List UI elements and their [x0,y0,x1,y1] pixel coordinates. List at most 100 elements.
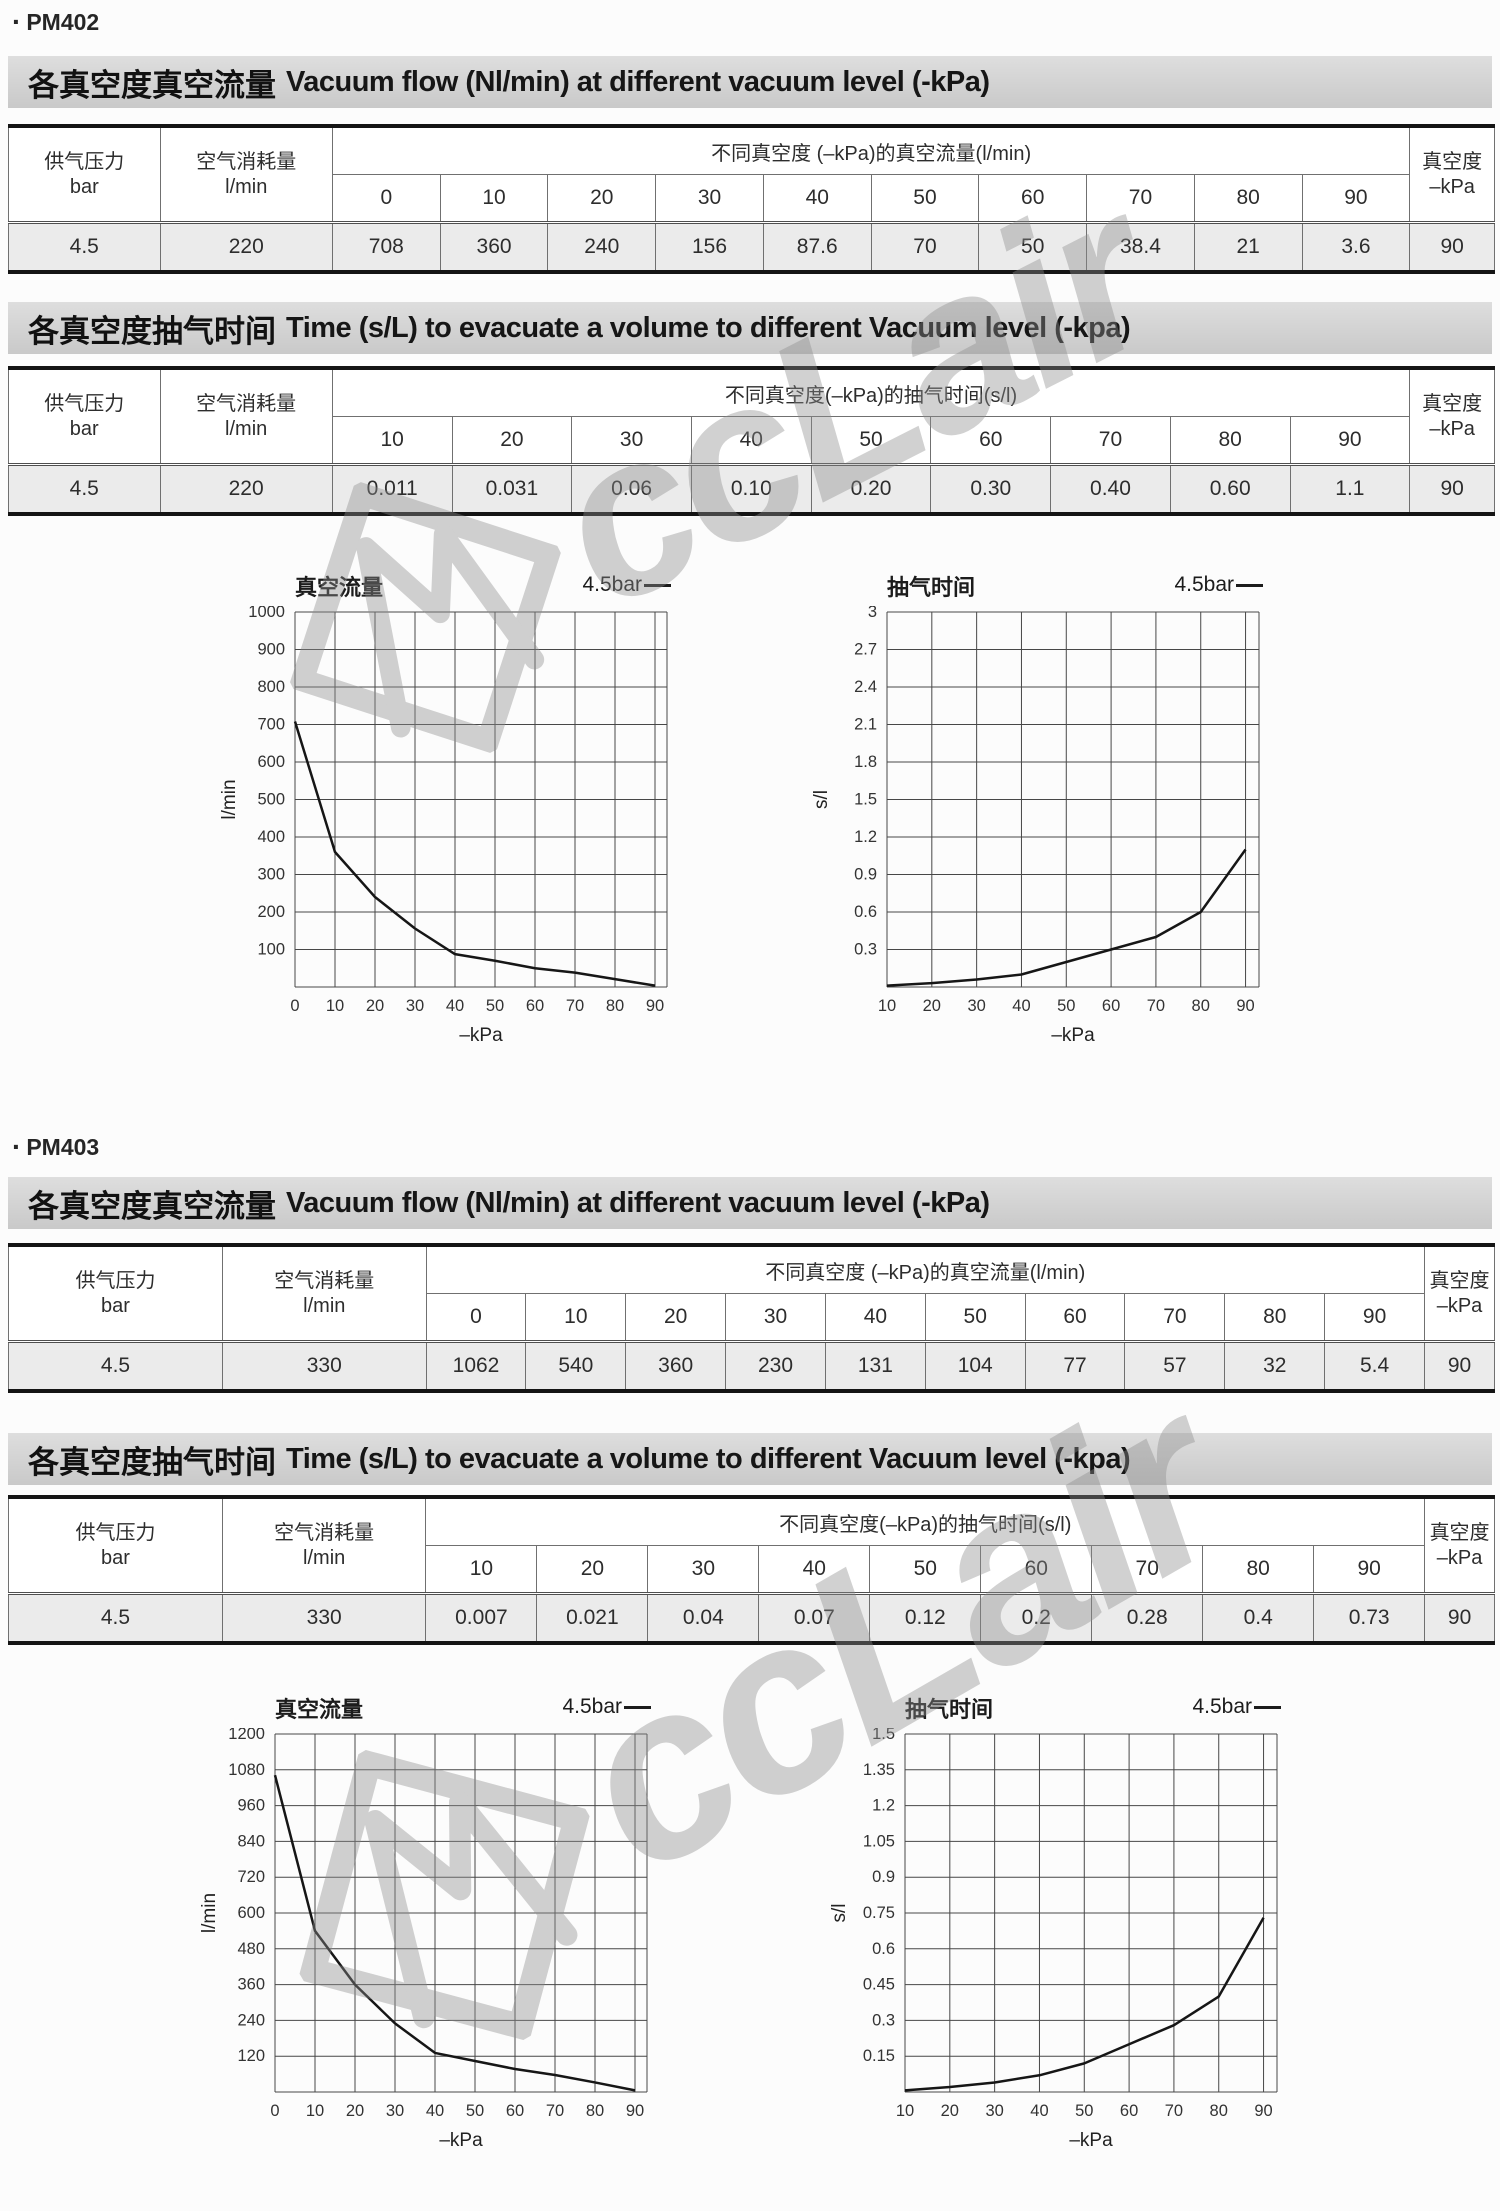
level-cell: 80 [1193,174,1303,223]
svg-text:720: 720 [237,1868,265,1886]
svg-text:0.45: 0.45 [863,1976,895,1994]
section-header-pm403-flow: 各真空度真空流量 Vacuum flow (Nl/min) at differe… [8,1177,1492,1229]
section-header-pm403-time: 各真空度抽气时间 Time (s/L) to evacuate a volume… [8,1433,1492,1485]
pressure-header: 供气压力 bar [8,367,161,465]
time-value: 0.011 [331,463,453,515]
level-cell: 10 [425,1545,538,1594]
chart-pm403-time: 抽气时间 4.5bar 10 20 30 40 50 60 70 80 90 0.15 0.3 0.4… [825,1692,1287,2157]
span-header: 不同真空度(–kPa)的抽气时间(s/l) [425,1496,1426,1546]
chart-canvas: 10 20 30 40 50 60 70 80 90 0.15 0.3 0.45 0.6 0.75 0.9 1… [829,1728,1278,2151]
svg-text:1.05: 1.05 [863,1832,895,1850]
flow-value: 104 [924,1340,1026,1392]
svg-text:–kPa: –kPa [459,1025,503,1046]
svg-text:20: 20 [941,2102,959,2120]
chart-title: 抽气时间 [887,575,976,600]
vacuum-header: 真空度 –kPa [1409,125,1495,223]
svg-text:2.1: 2.1 [854,716,877,734]
svg-text:s/l: s/l [811,790,832,809]
svg-text:70: 70 [566,997,584,1015]
svg-text:600: 600 [237,1904,265,1922]
svg-text:60: 60 [506,2102,524,2120]
flow-value: 156 [655,221,764,273]
vacuum-header: 真空度 –kPa [1424,1244,1495,1342]
level-cell: 50 [870,174,980,223]
svg-text:1.5: 1.5 [872,1728,895,1743]
level-cell: 80 [1169,416,1291,465]
vacuum-value: 90 [1409,221,1495,273]
svg-text:0.6: 0.6 [872,1940,895,1958]
consumption-label: 空气消耗量 [196,392,297,415]
pressure-unit: bar [69,175,99,198]
flow-value: 230 [725,1340,826,1392]
pressure-unit: bar [101,1546,130,1569]
time-value: 1.1 [1289,463,1411,515]
chart-legend: 4.5bar [1192,1695,1281,1719]
flow-value: 131 [824,1340,926,1392]
section-title-zh: 各真空度抽气时间 [28,1444,276,1480]
time-value: 0.4 [1202,1592,1315,1644]
level-cell: 40 [824,1293,926,1342]
flow-value: 360 [439,221,549,273]
time-value: 0.2 [980,1592,1093,1644]
time-value: 0.28 [1091,1592,1204,1644]
consumption-unit: l/min [225,175,268,198]
chart-title: 抽气时间 [905,1697,994,1722]
consumption-value: 220 [159,221,333,273]
svg-text:500: 500 [257,791,285,809]
vacuum-value: 90 [1409,463,1495,515]
svg-text:800: 800 [257,678,285,696]
level-cell: 50 [924,1293,1026,1342]
level-cell: 0 [425,1293,527,1342]
product-name: PM403 [26,1133,100,1160]
level-cell: 50 [810,416,932,465]
level-cell: 10 [331,416,453,465]
time-value: 0.73 [1313,1592,1426,1644]
time-value: 0.04 [647,1592,760,1644]
chart-title: 真空流量 [275,1697,364,1722]
svg-text:70: 70 [1147,997,1165,1015]
pressure-label: 供气压力 [44,392,125,415]
pm402-time-table: 供气压力 bar 空气消耗量 l/min 不同真空度(–kPa)的抽气时间(s/l)… [8,366,1495,516]
level-cell: 30 [655,174,764,223]
consumption-header: 空气消耗量 l/min [159,367,333,465]
vacuum-unit: –kPa [1429,175,1475,198]
span-header: 不同真空度 (–kPa)的真空流量(l/min) [425,1244,1426,1294]
legend-label: 4.5bar [562,1695,622,1718]
level-cell: 30 [647,1545,760,1594]
svg-text:40: 40 [446,997,464,1015]
svg-text:30: 30 [985,2102,1003,2120]
chart-pm402-flow: 真空流量 4.5bar 0 10 20 30 40 50 60 70 80 90 100 200 300… [215,570,677,1052]
svg-text:240: 240 [237,2011,265,2029]
svg-text:0.3: 0.3 [872,2011,895,2029]
svg-text:90: 90 [1236,997,1254,1015]
section-header-pm402-time: 各真空度抽气时间 Time (s/L) to evacuate a volume… [8,302,1492,354]
svg-text:–kPa: –kPa [1051,1025,1095,1046]
pressure-value: 4.5 [8,221,161,273]
section-title-zh: 各真空度真空流量 [28,67,276,103]
legend-label: 4.5bar [1192,1695,1252,1718]
svg-text:300: 300 [257,866,285,884]
vacuum-label: 真空度 [1429,1269,1490,1292]
svg-text:0.9: 0.9 [854,866,877,884]
section-title-en: Time (s/L) to evacuate a volume to diffe… [286,1442,1131,1475]
svg-text:50: 50 [1057,997,1075,1015]
pressure-header: 供气压力 bar [8,125,161,223]
pressure-value: 4.5 [8,1340,223,1392]
consumption-label: 空气消耗量 [196,150,297,173]
svg-text:1.2: 1.2 [872,1797,895,1815]
legend-label: 4.5bar [1174,573,1234,596]
level-cell: 30 [725,1293,826,1342]
svg-text:1200: 1200 [228,1728,265,1743]
legend-line-sample [624,1705,651,1709]
level-cell: 40 [690,416,812,465]
flow-value: 3.6 [1301,221,1411,273]
product-label-pm403: · PM403 [12,1133,99,1161]
flow-value: 540 [525,1340,627,1392]
svg-text:80: 80 [1210,2102,1228,2120]
vacuum-label: 真空度 [1429,1521,1490,1544]
svg-text:20: 20 [346,2102,364,2120]
chart-legend: 4.5bar [582,573,671,597]
level-cell: 20 [547,174,657,223]
svg-text:90: 90 [1254,2102,1272,2120]
